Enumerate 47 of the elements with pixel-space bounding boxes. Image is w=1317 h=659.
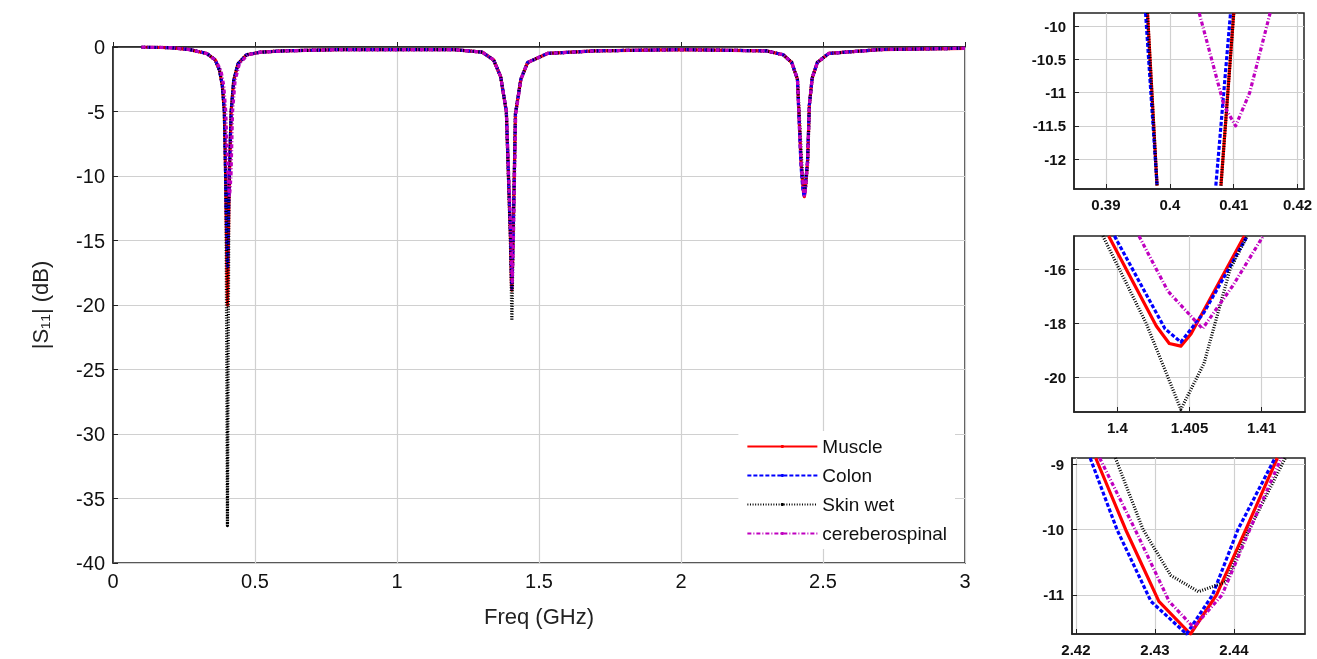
legend-label: Colon [822,465,873,486]
x-tick-label: 2.43 [1140,641,1170,658]
y-tick-label: -40 [76,552,105,574]
x-tick-label: 0.42 [1283,196,1313,213]
y-tick-label: -16 [1044,261,1066,279]
y-tick-label: -18 [1044,314,1066,332]
y-tick-label: 0 [93,36,105,58]
y-tick-label: -11 [1043,586,1064,604]
y-tick-label: -11 [1045,84,1066,102]
y-tick-label: -35 [76,487,105,510]
x-tick-label: 1.5 [525,570,553,592]
x-axis-title: Freq (GHz) [484,603,594,629]
x-tick-label: 2.42 [1061,641,1091,658]
y-tick-label: -5 [87,100,105,123]
x-tick-label: 1.405 [1170,419,1209,436]
y-tick-label: -9 [1050,456,1064,474]
x-tick-label: 2 [675,570,687,592]
y-tick-label: -10 [76,165,105,187]
y-tick-label: -10.5 [1031,50,1066,68]
y-tick-label: -15 [76,229,105,252]
legend-label: cereberospinal [822,523,948,544]
y-tick-label: -30 [76,423,105,445]
y-tick-label: -10 [1044,17,1066,35]
y-tick-label: -10 [1042,521,1064,539]
y-tick-label: -11.5 [1032,117,1066,135]
y-tick-label: -20 [76,294,105,316]
x-tick-label: 0.39 [1091,196,1121,213]
line-series [1137,234,1265,331]
x-tick-label: 2.5 [809,570,837,592]
x-tick-label: 0.4 [1159,196,1181,213]
y-axis-title: |S₁₁| (dB) [27,260,53,350]
x-tick-label: 0.5 [241,570,269,592]
x-tick-label: 2.44 [1219,641,1250,658]
line-series [1197,11,1272,128]
x-tick-label: 0 [107,570,119,592]
y-tick-label: -12 [1044,150,1066,168]
x-tick-label: 3 [959,570,971,592]
y-tick-label: -20 [1044,368,1066,386]
x-tick-label: 1.4 [1106,419,1129,436]
line-series [1101,234,1249,411]
legend-label: Skin wet [822,494,895,515]
line-series [1113,456,1287,594]
x-tick-label: 1.41 [1247,419,1277,436]
y-tick-label: -25 [76,358,105,381]
legend-label: Muscle [822,436,883,457]
x-tick-label: 1 [391,570,403,592]
x-tick-label: 0.41 [1219,196,1249,213]
